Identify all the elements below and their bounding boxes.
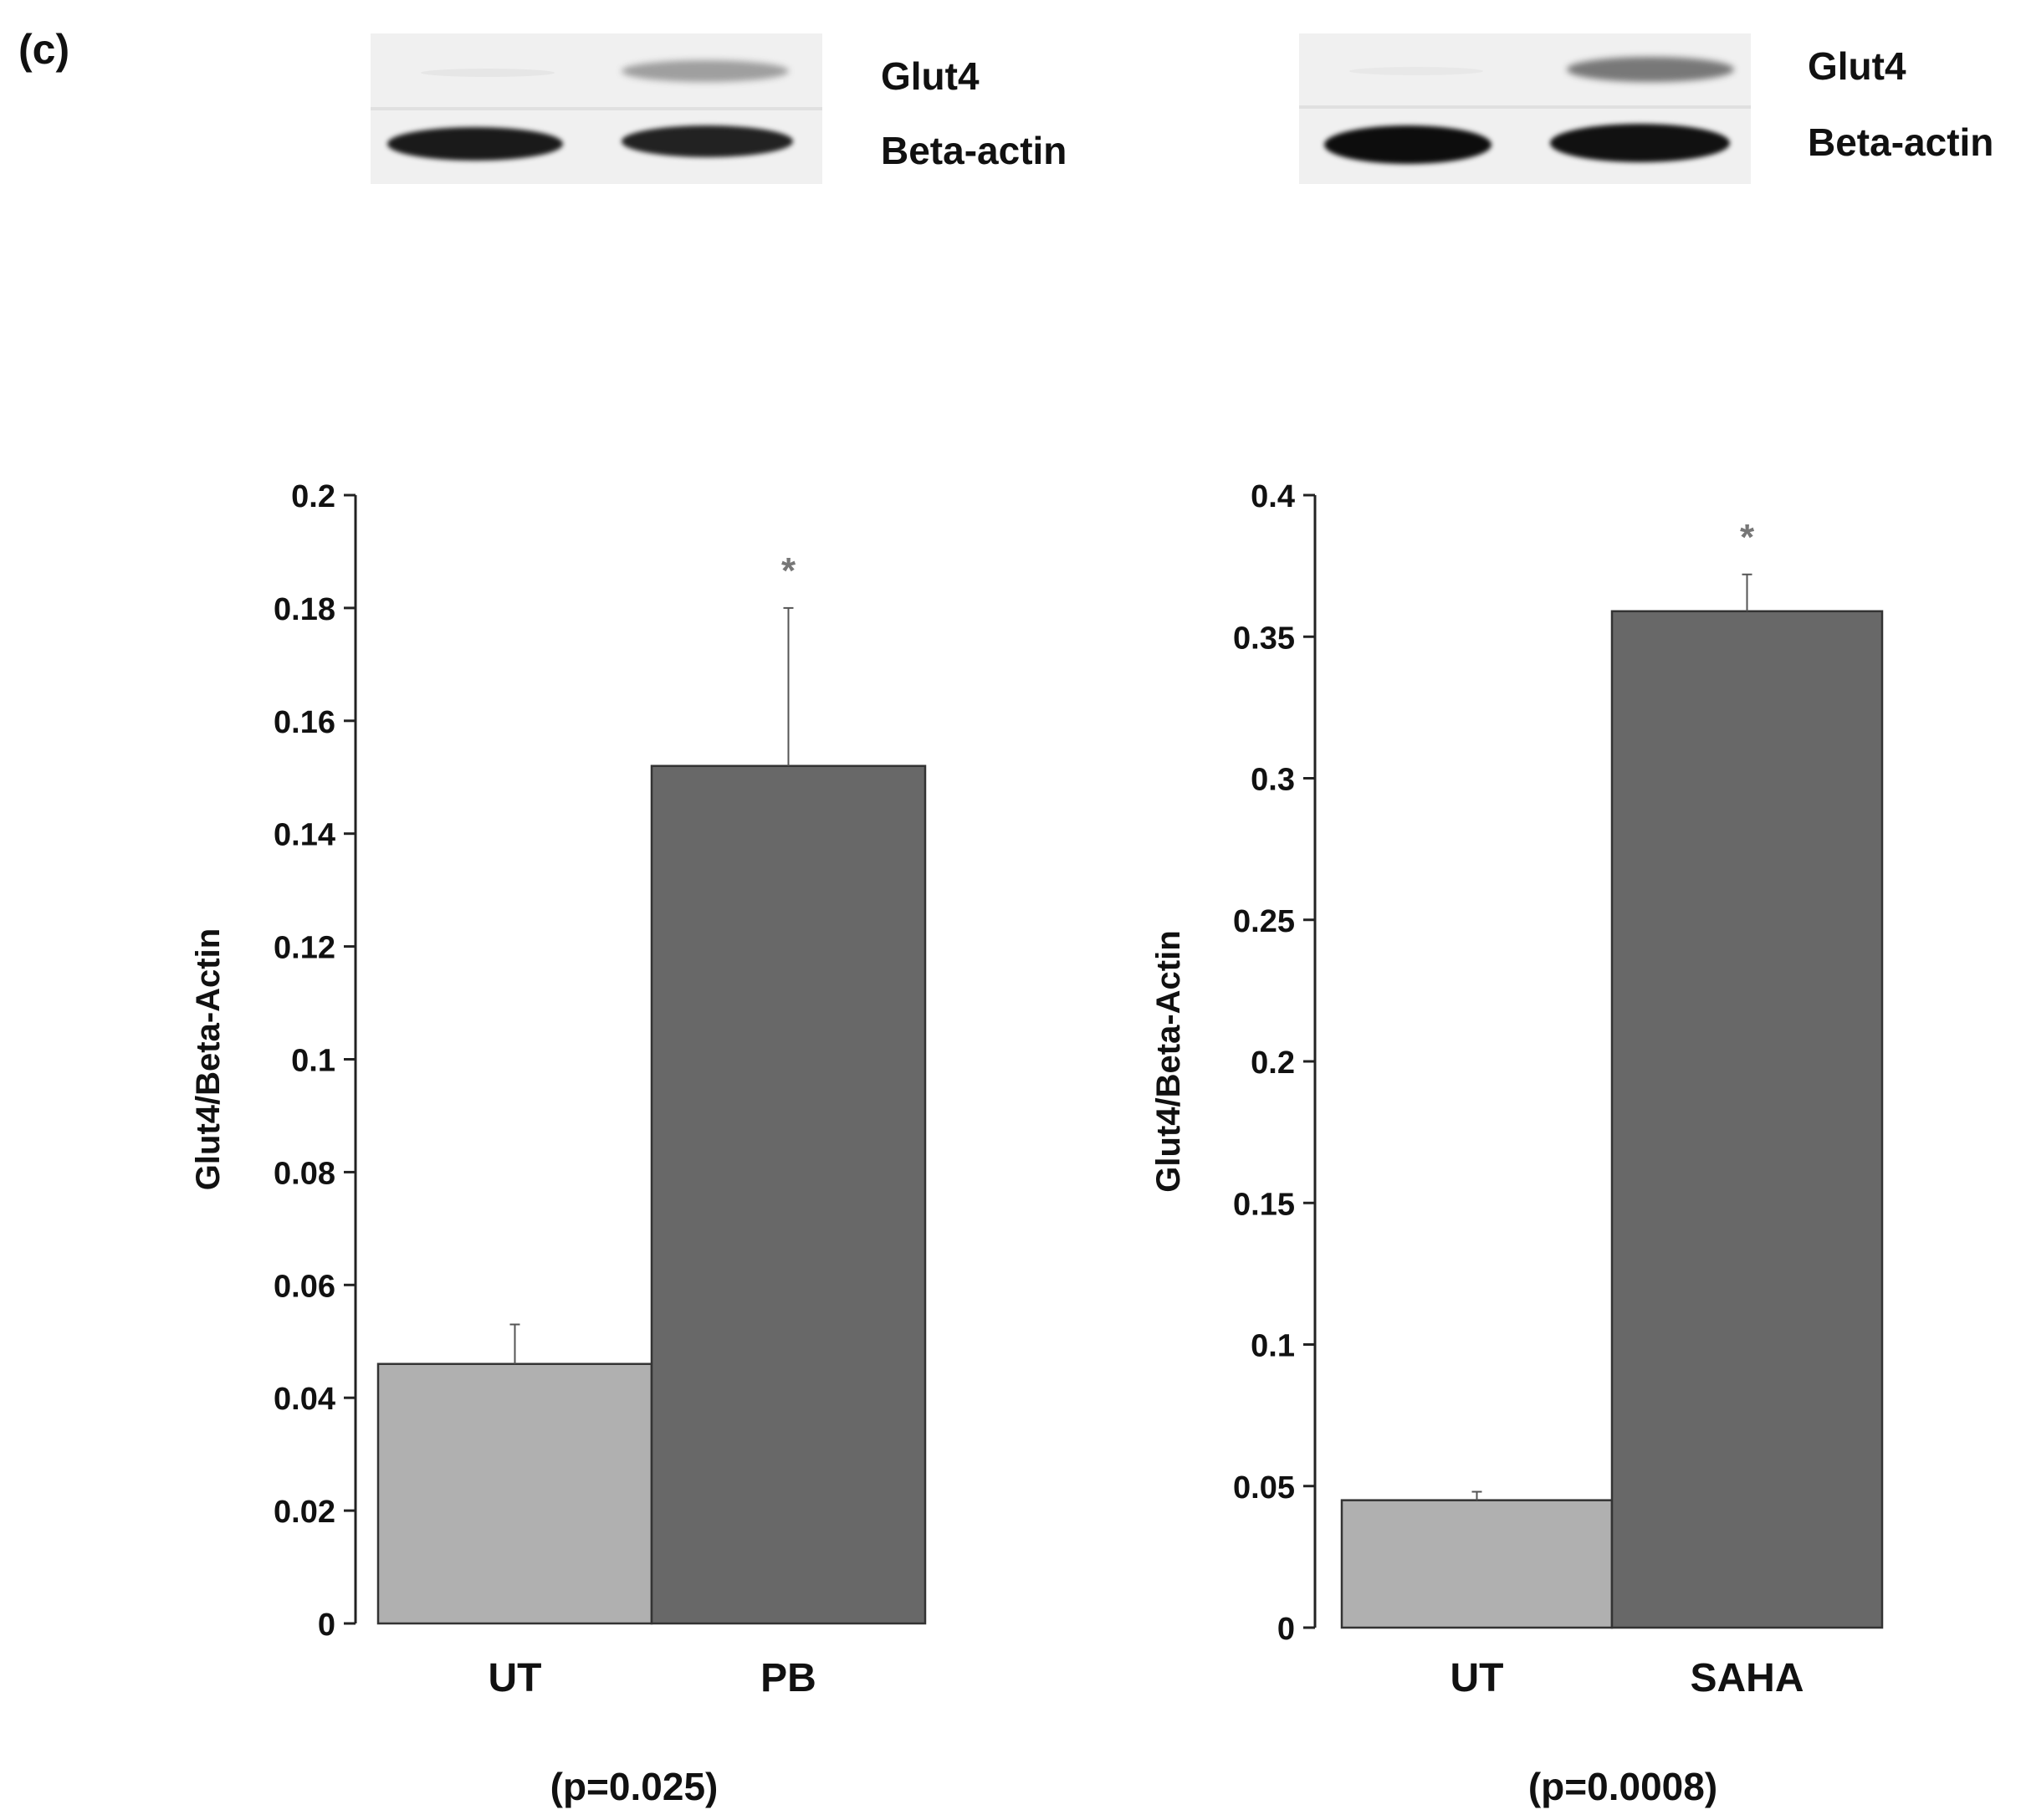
western-blot-image-2 [1299, 33, 1751, 184]
y-tick-label: 0.08 [274, 1156, 335, 1191]
actin-band-pb [622, 125, 793, 157]
y-tick-label: 0.14 [274, 818, 335, 853]
glut4-band-ut [421, 69, 555, 77]
y-axis-label: Glut4/Beta-Actin [1150, 930, 1187, 1192]
significance-marker: * [1740, 517, 1755, 558]
y-tick-label: 0.1 [291, 1044, 335, 1079]
y-tick-label: 0 [1277, 1612, 1295, 1647]
y-tick-label: 0.3 [1251, 763, 1295, 798]
glut4-band-pb [622, 60, 789, 82]
y-tick-label: 0.1 [1251, 1329, 1295, 1364]
y-axis-label: Glut4/Beta-Actin [190, 928, 227, 1190]
actin-band-ut [1324, 125, 1491, 164]
x-tick-label: PB [760, 1656, 816, 1700]
bar-saha [1610, 610, 1884, 1629]
y-tick-label: 0 [318, 1608, 335, 1643]
y-tick-label: 0.15 [1233, 1187, 1295, 1222]
x-tick-label: UT [1451, 1656, 1504, 1700]
y-tick-label: 0.06 [274, 1269, 335, 1304]
blot2-label-glut4: Glut4 [1808, 44, 1906, 88]
x-tick-label: SAHA [1690, 1656, 1804, 1700]
actin-band-ut [387, 127, 563, 161]
p-value-text: (p=0.025) [550, 1765, 719, 1808]
blot-divider [371, 107, 822, 110]
y-tick-label: 0.16 [274, 705, 335, 740]
bar-ut [376, 1362, 653, 1625]
blot1-label-beta-actin: Beta-actin [881, 129, 1067, 172]
y-tick-label: 0.35 [1233, 621, 1295, 656]
blot2-label-beta-actin: Beta-actin [1808, 120, 1994, 164]
x-tick-label: UT [489, 1656, 542, 1700]
significance-marker: * [781, 550, 796, 591]
blot-divider [1299, 105, 1751, 109]
y-tick-label: 0.2 [291, 479, 335, 514]
y-tick-label: 0.18 [274, 592, 335, 627]
y-tick-label: 0.04 [274, 1382, 335, 1417]
p-value-text: (p=0.0008) [1528, 1765, 1717, 1808]
y-tick-label: 0.25 [1233, 904, 1295, 939]
bar-pb [650, 764, 927, 1625]
blot1-label-glut4: Glut4 [881, 54, 980, 98]
panel-label: (c) [18, 26, 70, 73]
y-tick-label: 0.4 [1251, 479, 1295, 514]
y-tick-label: 0.2 [1251, 1045, 1295, 1081]
western-blot-image-1 [371, 33, 822, 184]
actin-band-saha [1550, 124, 1730, 162]
y-tick-label: 0.05 [1233, 1470, 1295, 1506]
y-tick-label: 0.12 [274, 931, 335, 966]
y-tick-label: 0.02 [274, 1495, 335, 1530]
bar-ut [1340, 1499, 1614, 1629]
glut4-band-saha [1567, 57, 1734, 82]
